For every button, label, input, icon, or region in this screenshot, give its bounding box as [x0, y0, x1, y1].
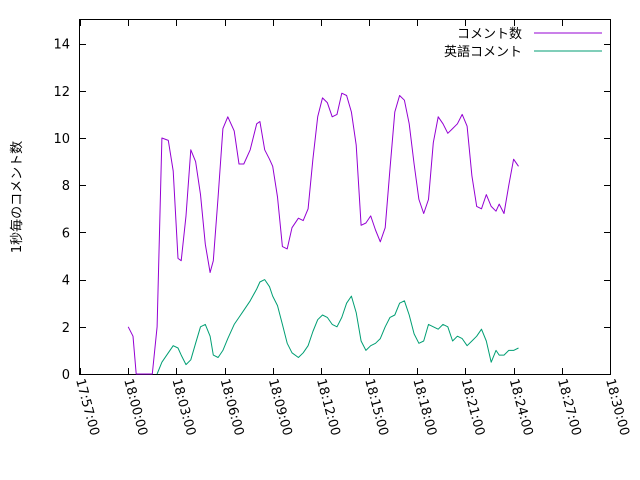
y-tick-label: 2 — [62, 321, 70, 336]
y-tick-label: 6 — [62, 226, 70, 241]
x-tick-label: 18:00:00 — [120, 377, 150, 437]
y-tick-label: 12 — [53, 85, 70, 100]
x-tick-label: 18:09:00 — [265, 377, 295, 437]
x-tick-label: 17:57:00 — [72, 377, 102, 437]
y-tick-label: 14 — [53, 38, 70, 53]
x-tick-label: 18:03:00 — [168, 377, 198, 437]
x-tick-label: 18:24:00 — [506, 377, 536, 437]
y-tick-label: 4 — [62, 274, 70, 289]
y-tick-label: 0 — [62, 368, 70, 383]
plot-frame — [79, 19, 611, 375]
y-tick-label: 8 — [62, 179, 70, 194]
x-tick-label: 18:12:00 — [313, 377, 343, 437]
y-axis-label: 1秒毎のコメント数 — [9, 141, 25, 253]
x-tick-label: 18:06:00 — [217, 377, 247, 437]
x-tick-label: 18:18:00 — [409, 377, 439, 437]
x-tick-label: 18:30:00 — [602, 377, 632, 437]
x-tick-label: 18:27:00 — [554, 377, 584, 437]
legend-label: コメント数 — [457, 27, 522, 42]
series-line-2 — [156, 279, 519, 375]
y-axis-ticks: 0 2 4 6 8 10 12 14 — [53, 38, 610, 383]
y-tick-label: 10 — [53, 132, 70, 147]
series-layer — [127, 92, 519, 375]
x-tick-label: 18:15:00 — [361, 377, 391, 437]
legend-label: 英語コメント — [444, 44, 522, 60]
x-tick-label: 18:21:00 — [458, 377, 488, 437]
series-line-1 — [127, 92, 519, 375]
